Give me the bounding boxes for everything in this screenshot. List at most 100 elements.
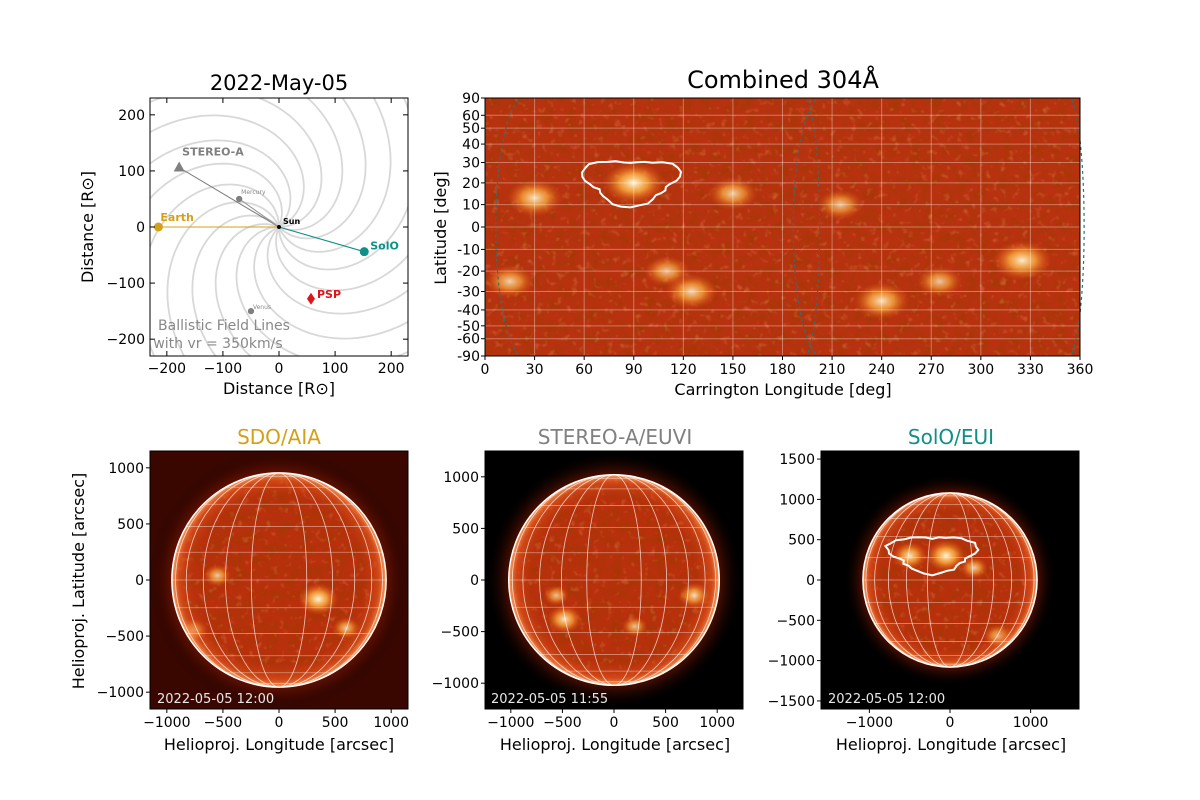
stereo-a-euvi-xtick-label: 1000 [699, 715, 735, 731]
visibility-boundary [806, 99, 821, 355]
sdo-aia-ytick-label: 1000 [108, 461, 144, 477]
stereo-timestamp: 2022-05-05 11:55 [491, 692, 608, 707]
sdo-aia-longitude-line [185, 472, 373, 688]
synoptic-ylabel: Latitude [deg] [431, 171, 450, 285]
solo-eui-longitude-line [927, 492, 973, 668]
stereo-a-euvi-xtick-label: −500 [543, 715, 581, 731]
active-region [916, 266, 963, 297]
mercury-connection-line [238, 198, 280, 228]
field-line [150, 98, 323, 228]
solo-eui-xtick-label: 0 [946, 715, 955, 731]
field-line [214, 223, 280, 356]
synoptic-ytick-label: 30 [462, 156, 480, 172]
stereo-a-euvi-disk [508, 474, 720, 686]
sdo-aia-longitude-line [250, 472, 308, 688]
synoptic-ytick-label: -30 [457, 285, 480, 301]
sdo-aia-xtick-label: 0 [275, 715, 284, 731]
synoptic-xtick-label: 30 [526, 362, 544, 378]
orbit-xtick-label: 200 [378, 361, 405, 377]
solo-eui-xtick-label: −1000 [846, 715, 893, 731]
orbit-ytick-label: −100 [107, 276, 145, 292]
stereo-a-euvi-longitude-line [586, 474, 642, 686]
active-region [708, 177, 758, 210]
stereo-panel: STEREO-A/EUVI −1000 −500 0 500 1000 −1000 −500… [432, 425, 744, 754]
psp-label: PSP [317, 288, 341, 301]
sdo-aia-longitude-line [202, 472, 356, 688]
synoptic-ytick-label: 20 [462, 176, 480, 192]
solo-eui-longitude-line [874, 492, 1026, 668]
orbit-title: 2022-May-05 [210, 71, 348, 95]
field-line [150, 162, 283, 228]
stereo-a-euvi-ytick-label: −1000 [432, 676, 479, 692]
synoptic-ytick-label: 90 [462, 91, 480, 107]
orbit-ylabel: Distance [R⊙] [78, 171, 97, 283]
active-region [992, 240, 1052, 281]
mercury-label: Mercury [241, 189, 266, 196]
sdo-aia-longitude-line [185, 472, 373, 688]
stereo-disk-image: −1000 −500 0 500 1000 −1000 −500 0 500 1000 [432, 450, 744, 731]
solo-eui-longitude-line [906, 492, 994, 668]
earth-label: Earth [160, 211, 193, 224]
orbit-plot-area: SunEarthSTEREO-AMercurySolOPSPVenus−200−… [107, 97, 409, 377]
sdo-aia-xtick-label: 1000 [373, 715, 409, 731]
sdo-aia-longitude-line [225, 472, 333, 688]
field-line [278, 98, 367, 240]
sdo-ylabel: Helioproj. Latitude [arcsec] [69, 473, 88, 690]
stereo-a-euvi-ytick-label: 1000 [443, 470, 479, 486]
solo-eui-longitude-line [906, 492, 994, 668]
sun-marker [277, 225, 281, 229]
sdo-aia-longitude-line [225, 472, 333, 688]
stereo-a-euvi-xtick-label: −1000 [487, 715, 534, 731]
sdo-aia-longitude-line [175, 472, 383, 688]
field-line [278, 98, 408, 271]
solo-selected-region-contour [883, 536, 980, 577]
sdo-aia-ytick-label: −500 [106, 629, 144, 645]
solo-eui-grid [862, 492, 1038, 668]
stereo-a-label: STEREO-A [182, 146, 244, 159]
field-line [235, 226, 408, 356]
solo-eui-ytick-label: −1000 [768, 654, 815, 670]
stereo-a-euvi-ytick-label: 500 [452, 521, 479, 537]
solo-eui-limb-brightening [862, 492, 1038, 668]
solo-xlabel: Helioproj. Longitude [arcsec] [836, 735, 1066, 754]
synoptic-ytick-label: -90 [457, 349, 480, 365]
stereo-a-euvi-grid [508, 474, 720, 686]
stereo-a-euvi-limb-outline [507, 473, 721, 687]
sdo-aia-ytick-label: 0 [135, 573, 144, 589]
active-region [485, 265, 535, 298]
synoptic-xtick-label: 210 [819, 362, 846, 378]
solo-eui-ytick-label: 500 [788, 533, 815, 549]
stereo-a-euvi-longitude-line [511, 474, 717, 686]
active-region [853, 282, 910, 320]
solo-panel: SolO/EUI −1000 0 1000 −1500 −1000 −500 0 500 100… [768, 425, 1080, 754]
sdo-aia-grid [171, 472, 387, 688]
solo-eui-disk [862, 492, 1038, 668]
sdo-aia-xtick-label: 500 [322, 715, 349, 731]
stereo-title: STEREO-A/EUVI [538, 425, 692, 449]
field-line [275, 226, 408, 292]
sun-label: Sun [283, 217, 300, 226]
stereo-a-euvi-longitude-line [539, 474, 689, 686]
sdo-aia-xtick-label: −1000 [143, 715, 190, 731]
sdo-title: SDO/AIA [237, 425, 321, 449]
field-line [278, 98, 392, 253]
solo-eui-longitude-line [874, 492, 1026, 668]
solo-eui-ytick-label: −500 [777, 613, 815, 629]
stereo-a-euvi-xtick-label: 0 [610, 715, 619, 731]
sdo-aia-limb-outline [171, 472, 387, 688]
synoptic-xtick-label: 120 [670, 362, 697, 378]
synoptic-xtick-label: 360 [1067, 362, 1094, 378]
sdo-timestamp: 2022-05-05 12:00 [157, 692, 274, 707]
visibility-boundary [1071, 99, 1085, 355]
synoptic-xtick-label: 240 [868, 362, 895, 378]
solo-timestamp: 2022-05-05 12:00 [828, 692, 945, 707]
orbit-ytick-label: 100 [118, 164, 145, 180]
stereo-a-euvi-longitude-line [560, 474, 668, 686]
orbit-xtick-label: −200 [148, 361, 186, 377]
orbit-ytick-label: −200 [107, 332, 145, 348]
field-lines [150, 98, 408, 356]
synoptic-xtick-label: 300 [967, 362, 994, 378]
stereo-a-euvi-longitude-line [560, 474, 668, 686]
orbit-xtick-label: −100 [204, 361, 242, 377]
solo-eui-image-layer [821, 451, 1079, 709]
